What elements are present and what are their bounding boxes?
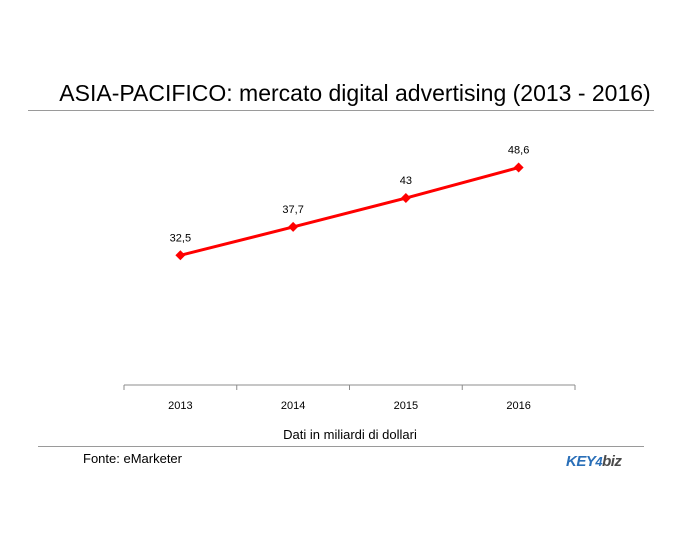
data-label: 48,6 <box>508 145 529 157</box>
brand-logo: KEY4biz <box>566 453 622 470</box>
title-divider <box>28 110 654 111</box>
data-label: 43 <box>400 175 412 187</box>
x-axis: 2013 2014 2015 2016 <box>123 384 576 412</box>
series-line <box>180 166 520 257</box>
x-tick-label: 2016 <box>506 400 530 412</box>
data-point <box>175 250 186 261</box>
data-point <box>288 221 299 232</box>
chart-title: ASIA-PACIFICO: mercato digital advertisi… <box>59 80 651 106</box>
x-tick-label: 2014 <box>281 400 305 412</box>
data-labels: 32,5 37,7 43 48,6 <box>170 145 530 245</box>
data-label: 37,7 <box>282 204 303 216</box>
x-tick-label: 2013 <box>168 400 192 412</box>
footer-divider <box>38 446 644 447</box>
source-text: Fonte: eMarketer <box>83 451 182 466</box>
series-layer <box>175 162 524 261</box>
data-point <box>400 193 411 204</box>
axis-note: Dati in miliardi di dollari <box>283 427 417 442</box>
data-label: 32,5 <box>170 232 191 244</box>
data-point <box>513 162 524 173</box>
x-tick-label: 2015 <box>394 400 418 412</box>
